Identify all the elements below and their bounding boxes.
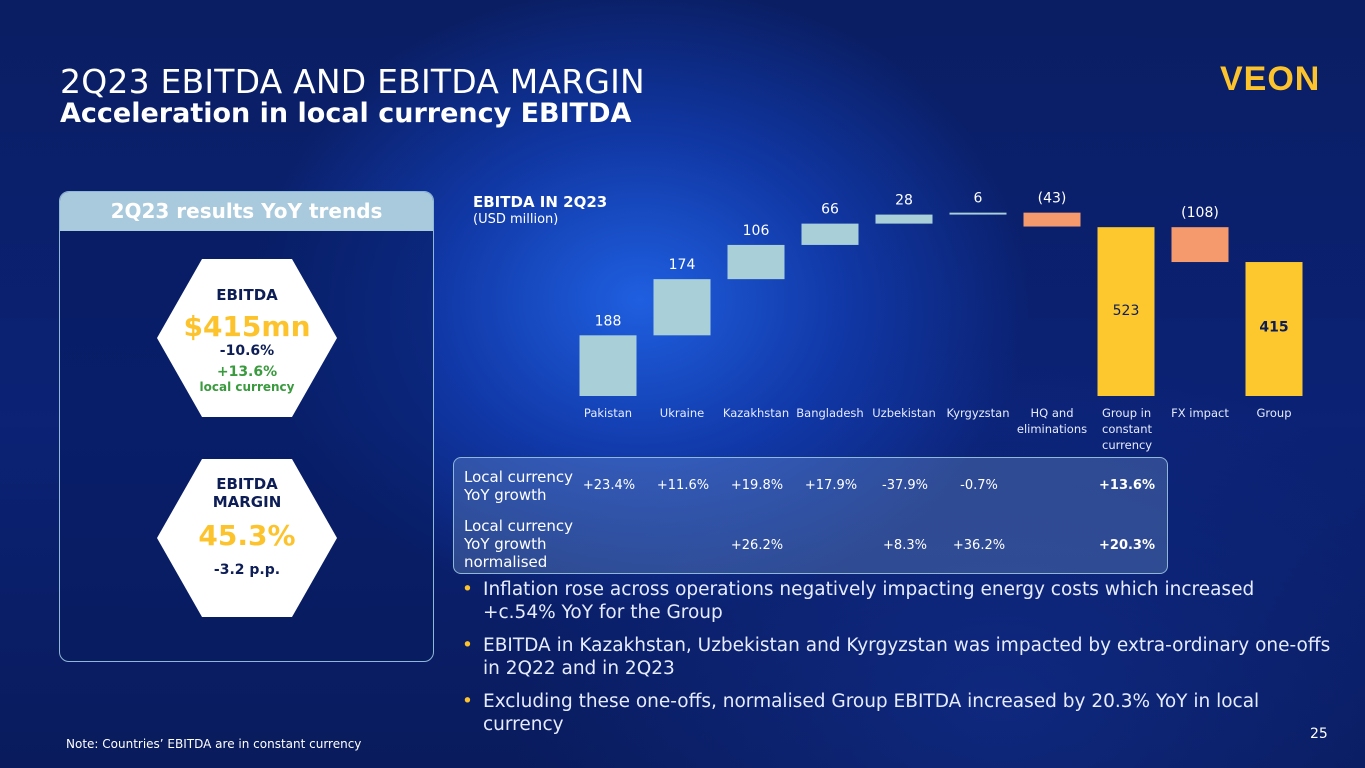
table-cell: +36.2% — [952, 538, 1006, 553]
data-label: 174 — [669, 257, 696, 273]
bullet-item: • EBITDA in Kazakhstan, Uzbekistan and K… — [462, 634, 1332, 680]
x-tick-label: FX impact — [1171, 406, 1229, 420]
page-title: 2Q23 EBITDA AND EBITDA MARGIN — [60, 62, 645, 101]
chart-title: EBITDA IN 2Q23 — [473, 193, 608, 211]
x-tick-label: Bangladesh — [796, 406, 863, 420]
bullet-item: • Inflation rose across operations negat… — [462, 578, 1332, 624]
bullet-item: • Excluding these one-offs, normalised G… — [462, 690, 1332, 736]
bullet-text: EBITDA in Kazakhstan, Uzbekistan and Kyr… — [483, 635, 1331, 679]
table-cell: +17.9% — [804, 478, 858, 493]
x-tick-label: Kyrgyzstan — [946, 406, 1009, 420]
bar-pakistan — [579, 335, 637, 396]
bullet-dot: • — [462, 579, 473, 600]
data-label: 188 — [595, 313, 622, 329]
ebitda-label: EBITDA — [216, 286, 278, 304]
bar-kazakhstan — [727, 244, 785, 280]
table-cell: +13.6% — [1099, 478, 1155, 493]
row2-label-line1: Local currency — [464, 517, 573, 535]
bullet-dot: • — [462, 691, 473, 712]
table-cell: +8.3% — [883, 538, 927, 553]
bar-group-in-constant-currency — [1097, 227, 1155, 396]
table-row-label: Local currency YoY growth normalised — [464, 517, 573, 571]
x-tick-label: eliminations — [1017, 422, 1087, 436]
bar-bangladesh — [801, 223, 859, 245]
x-tick-label: currency — [1102, 438, 1152, 452]
table-cell: +19.8% — [730, 478, 784, 493]
veon-logo: VEON — [1220, 60, 1321, 98]
ebitda-local-label: local currency — [199, 380, 295, 394]
x-tick-label: Ukraine — [660, 406, 704, 420]
x-tick-label: Group in — [1102, 406, 1151, 420]
data-label: 415 — [1259, 320, 1288, 336]
bullet-list: • Inflation rose across operations negat… — [462, 578, 1332, 746]
x-tick-label: constant — [1102, 422, 1152, 436]
panel-heading: 2Q23 results YoY trends — [60, 192, 433, 231]
page-subtitle: Acceleration in local currency EBITDA — [60, 98, 632, 129]
data-label: 523 — [1113, 303, 1140, 319]
bar-uzbekistan — [875, 214, 933, 224]
x-tick-label: Uzbekistan — [872, 406, 936, 420]
chart-unit: (USD million) — [473, 212, 559, 227]
growth-table: Local currency YoY growth Local currency… — [453, 457, 1168, 574]
data-label: (108) — [1181, 205, 1219, 221]
bar-kyrgyzstan — [949, 212, 1007, 215]
bar-group — [1245, 262, 1303, 396]
margin-change: -3.2 p.p. — [213, 562, 281, 578]
bullet-text: Inflation rose across operations negativ… — [483, 579, 1255, 623]
yoy-trends-panel: 2Q23 results YoY trends EBITDA $415mn -1… — [59, 191, 434, 662]
bullet-dot: • — [462, 635, 473, 656]
bar-hq-and-eliminations — [1023, 212, 1081, 227]
data-label: 28 — [895, 193, 913, 209]
data-label: 106 — [743, 223, 770, 239]
ebitda-value: $415mn — [183, 310, 311, 343]
row2-label-line2: YoY growth — [464, 535, 547, 553]
data-label: 66 — [821, 202, 839, 218]
table-row-label: Local currency YoY growth — [464, 468, 573, 504]
table-cell: +20.3% — [1099, 538, 1155, 553]
table-cell: +23.4% — [582, 478, 636, 493]
table-cell: -37.9% — [882, 478, 928, 493]
row1-label-line1: Local currency — [464, 468, 573, 486]
x-tick-label: Kazakhstan — [723, 406, 789, 420]
margin-label-line1: EBITDA — [216, 475, 278, 493]
ebitda-local-change: +13.6% — [216, 364, 278, 380]
table-cell: -0.7% — [960, 478, 998, 493]
margin-value: 45.3% — [198, 519, 296, 552]
table-cell: +26.2% — [730, 538, 784, 553]
margin-label-line2: MARGIN — [212, 493, 282, 511]
x-tick-label: HQ and — [1031, 406, 1074, 420]
row1-label-line2: YoY growth — [464, 486, 547, 504]
data-label: 6 — [974, 191, 983, 207]
bar-ukraine — [653, 279, 711, 336]
bar-fx-impact — [1171, 227, 1229, 263]
table-cell: +11.6% — [656, 478, 710, 493]
data-label: (43) — [1038, 191, 1067, 207]
footnote: Note: Countries’ EBITDA are in constant … — [66, 737, 362, 751]
row2-label-line3: normalised — [464, 553, 548, 571]
x-tick-label: Group — [1256, 406, 1291, 420]
ebitda-change: -10.6% — [219, 343, 275, 359]
ebitda-hexagon: EBITDA $415mn -10.6% +13.6% local curren… — [157, 259, 337, 417]
page-number: 25 — [1310, 726, 1328, 742]
x-tick-label: Pakistan — [584, 406, 632, 420]
bullet-text: Excluding these one-offs, normalised Gro… — [483, 691, 1260, 735]
